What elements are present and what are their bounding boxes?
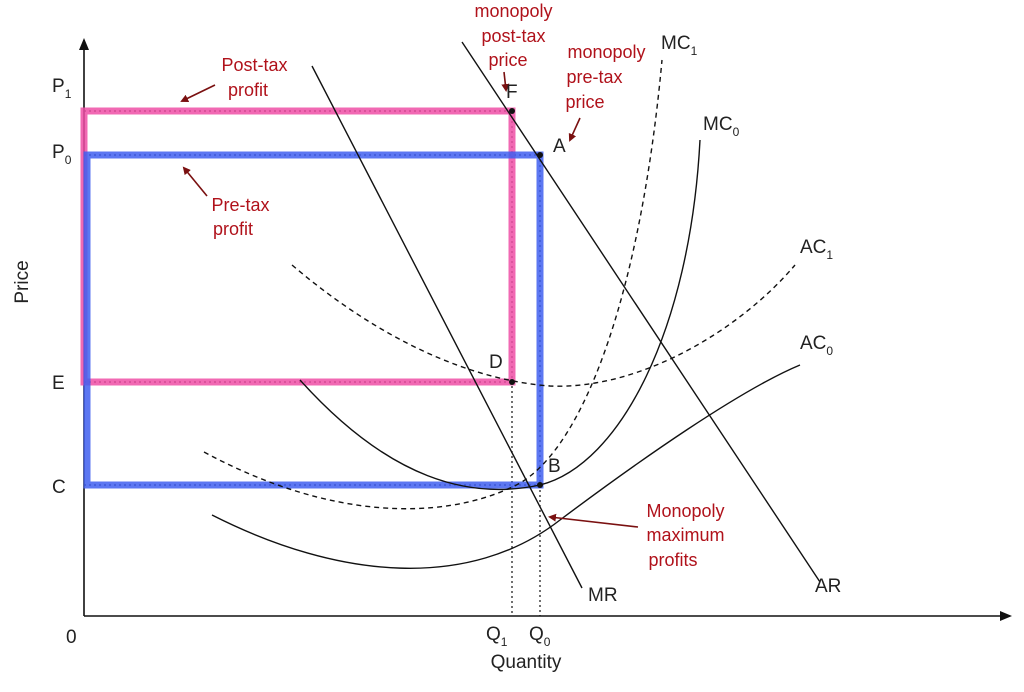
post-tax-price-annotation: monopoly post-tax price bbox=[474, 1, 557, 70]
p0-label: P0 bbox=[52, 142, 72, 167]
post-tax-price-arrow bbox=[501, 71, 510, 92]
p1-label: P1 bbox=[52, 76, 72, 101]
post-tax-profit-annotation: Post-tax profit bbox=[221, 55, 292, 100]
y-axis-label: Price bbox=[12, 260, 33, 303]
point-d-dot bbox=[509, 379, 515, 385]
point-a-label: A bbox=[553, 136, 566, 157]
point-d-label: D bbox=[489, 352, 503, 373]
point-f-dot bbox=[509, 108, 515, 114]
point-f-label: F bbox=[506, 82, 518, 103]
origin-label: 0 bbox=[66, 627, 77, 648]
pre-tax-profit-annotation: Pre-tax profit bbox=[211, 195, 274, 239]
mc0-label: MC0 bbox=[703, 114, 740, 139]
q0-label: Q0 bbox=[529, 624, 551, 649]
ac1-label: AC1 bbox=[800, 237, 833, 262]
mc1-curve bbox=[203, 59, 663, 510]
e-label: E bbox=[52, 373, 65, 394]
ar-curve bbox=[461, 41, 821, 583]
post-tax-profit-arrow bbox=[180, 84, 216, 102]
mc0-curve bbox=[299, 139, 701, 491]
point-a-dot bbox=[537, 152, 543, 158]
ac0-curve bbox=[211, 364, 801, 569]
point-b-dot bbox=[537, 482, 543, 488]
pre-tax-price-arrow bbox=[568, 117, 581, 142]
point-b-label: B bbox=[548, 456, 561, 477]
dotted-guides bbox=[84, 110, 541, 616]
max-profits-annotation: Monopoly maximum profits bbox=[646, 501, 729, 570]
ac0-label: AC0 bbox=[800, 333, 833, 358]
max-profits-arrow bbox=[548, 513, 639, 528]
x-axis-label: Quantity bbox=[491, 652, 562, 673]
c-label: C bbox=[52, 477, 66, 498]
pre-tax-profit-rect bbox=[83, 151, 544, 489]
q1-label: Q1 bbox=[486, 624, 508, 649]
mr-curve bbox=[311, 65, 583, 589]
ar-label: AR bbox=[815, 576, 841, 597]
ac1-curve bbox=[291, 264, 796, 387]
mr-label: MR bbox=[588, 585, 618, 606]
pre-tax-price-annotation: monopoly pre-tax price bbox=[565, 42, 650, 112]
pre-tax-profit-arrow bbox=[182, 166, 208, 197]
mc1-label: MC1 bbox=[661, 33, 698, 58]
